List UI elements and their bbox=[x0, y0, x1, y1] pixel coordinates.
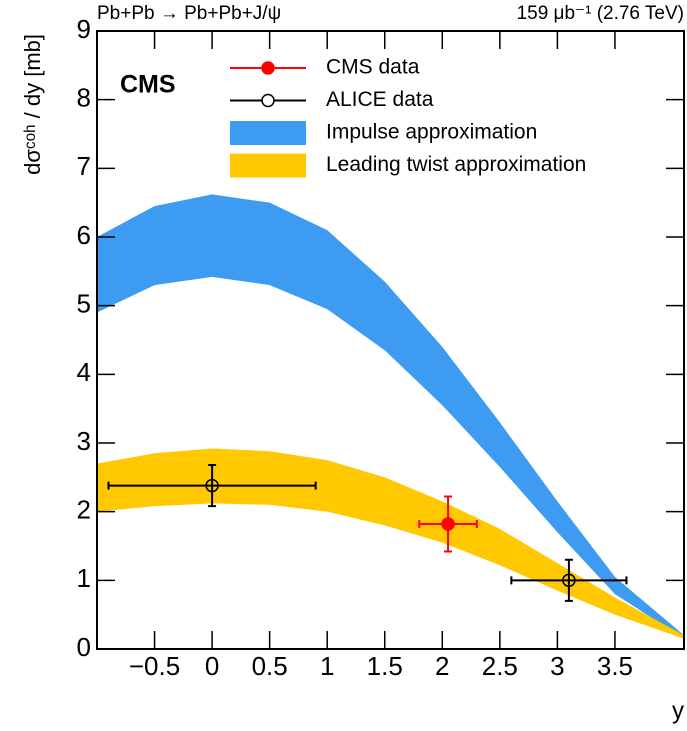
legend-swatch bbox=[230, 121, 306, 145]
x-tick-label: 0 bbox=[205, 651, 219, 681]
legend-label: Impulse approximation bbox=[326, 121, 537, 144]
x-tick-label: 3 bbox=[550, 651, 564, 681]
process-label: Pb+Pb → Pb+Pb+J/ψ bbox=[97, 3, 281, 24]
x-tick-label: 1.5 bbox=[367, 651, 403, 681]
legend-label: CMS data bbox=[326, 56, 420, 79]
legend-label: ALICE data bbox=[326, 88, 434, 111]
y-tick-label: 0 bbox=[77, 632, 91, 662]
x-tick-label: 1 bbox=[320, 651, 334, 681]
x-axis-label: y bbox=[672, 697, 684, 724]
lumi-label: 159 μb⁻¹ (2.76 TeV) bbox=[517, 3, 684, 24]
y-error-bar bbox=[564, 558, 573, 602]
y-tick-label: 9 bbox=[77, 14, 91, 44]
y-tick-label: 5 bbox=[77, 289, 91, 319]
x-tick-label: 2 bbox=[435, 651, 449, 681]
band bbox=[97, 194, 684, 639]
y-tick-label: 4 bbox=[77, 357, 91, 387]
x-tick-label: 3.5 bbox=[597, 651, 633, 681]
marker bbox=[441, 517, 455, 531]
legend-marker bbox=[261, 61, 275, 75]
y-error-bar bbox=[208, 463, 217, 508]
legend-marker bbox=[261, 93, 275, 108]
y-tick-label: 6 bbox=[77, 220, 91, 250]
y-tick-label: 7 bbox=[77, 151, 91, 181]
experiment-label: CMS bbox=[120, 71, 176, 99]
x-tick-label: 2.5 bbox=[482, 651, 518, 681]
marker bbox=[562, 573, 576, 588]
legend-label: Leading twist approximation bbox=[326, 153, 586, 176]
legend-swatch bbox=[230, 153, 306, 178]
y-tick-label: 3 bbox=[77, 426, 91, 456]
band bbox=[97, 448, 684, 639]
y-axis-label: dσᶜᵒʰ / dy [mb] bbox=[20, 34, 45, 175]
x-tick-label: 0.5 bbox=[252, 651, 288, 681]
y-tick-label: 2 bbox=[77, 495, 91, 525]
y-tick-label: 1 bbox=[77, 563, 91, 593]
y-tick-label: 8 bbox=[77, 83, 91, 113]
marker bbox=[205, 478, 219, 493]
x-tick-label: −0.5 bbox=[129, 651, 180, 681]
plot-frame bbox=[96, 30, 685, 650]
